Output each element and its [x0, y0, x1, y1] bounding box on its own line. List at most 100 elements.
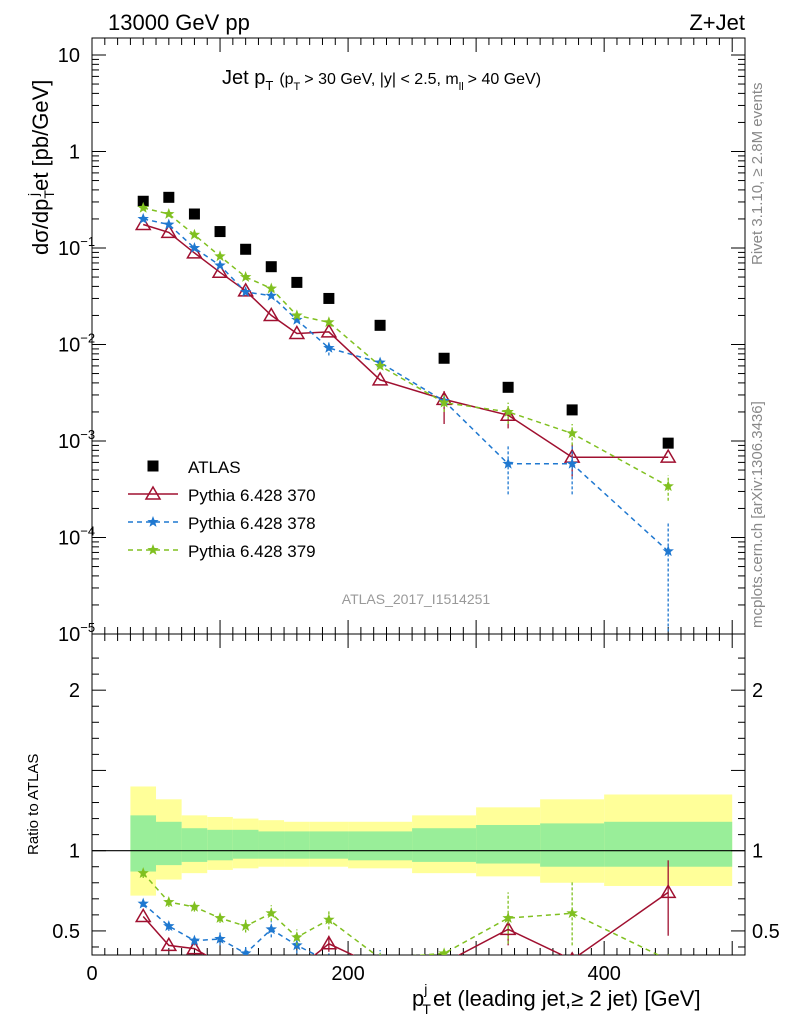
- ratio-point: [443, 954, 445, 955]
- green-band-bin: [130, 815, 157, 872]
- plot-title: Jet pT (pT > 30 GeV, |y| < 2.5, mll > 40 Ge…: [222, 67, 541, 93]
- y-axis-label-main: dσ/dpTjet [pb/GeV]: [25, 80, 57, 255]
- ratio-series-2: [137, 867, 669, 955]
- data-point: [160, 223, 178, 239]
- data-point: [237, 282, 254, 297]
- legend-marker: [147, 460, 159, 472]
- y-tick-label: 10−1: [58, 234, 95, 260]
- ratio-point: [214, 933, 226, 944]
- ratio-point: [291, 931, 303, 943]
- data-point: [137, 195, 149, 207]
- y-tick-label: 10−2: [58, 330, 95, 356]
- green-band-bin: [476, 824, 541, 864]
- data-point: [214, 250, 226, 262]
- data-point: [163, 191, 175, 203]
- ratio-point: [239, 959, 253, 971]
- data-point: [659, 448, 677, 463]
- x-axis-label: pj Tet (leading jet,≥ 2 jet) [GeV]: [412, 981, 701, 1017]
- ratio-point: [566, 907, 578, 919]
- ratio-panel: 0 200 400 0.5 0.5 1 1 2 2: [52, 633, 780, 985]
- data-point: [214, 226, 226, 238]
- ratio-point: [323, 913, 335, 925]
- ratio-series-0: [134, 860, 677, 971]
- data-point: [438, 396, 450, 408]
- data-point: [662, 437, 674, 449]
- data-point: [374, 359, 386, 371]
- ratio-frame: [91, 633, 746, 956]
- data-point: [662, 480, 674, 492]
- legend: ATLAS Pythia 6.428 370 Pythia 6.428 378 Pyt…: [128, 458, 316, 561]
- data-point: [188, 208, 200, 220]
- green-band-bin: [258, 831, 285, 859]
- data-point: [438, 352, 450, 364]
- ratio-point: [438, 973, 449, 984]
- data-point: [239, 271, 252, 282]
- series-0: [137, 191, 674, 449]
- data-point: [265, 282, 277, 294]
- ratio-y-tick-label: 1: [69, 841, 80, 863]
- data-point: [134, 216, 152, 231]
- ratio-point: [163, 920, 175, 931]
- legend-label: Pythia 6.428 370: [188, 486, 316, 505]
- ratio-bands: [130, 786, 733, 896]
- data-point: [499, 406, 517, 421]
- data-point: [188, 242, 201, 253]
- data-point: [323, 316, 335, 328]
- data-point: [323, 342, 335, 353]
- data-point: [502, 381, 514, 393]
- ratio-point: [502, 973, 513, 984]
- green-band-bin: [309, 831, 349, 859]
- data-point: [291, 276, 303, 288]
- data-point: [186, 244, 203, 259]
- series-2: [137, 212, 674, 634]
- legend-label: ATLAS: [188, 458, 241, 477]
- ratio-point: [137, 867, 149, 878]
- ratio-point: [134, 907, 152, 923]
- main-panel: 10 1 10−1 10−2 10−3 10−4 10−5: [58, 37, 746, 955]
- data-point: [566, 427, 578, 439]
- x-tick-label: 400: [587, 963, 620, 985]
- y-tick-label: 10−3: [58, 427, 95, 453]
- ratio-point: [379, 952, 382, 955]
- y-tick-label: 10−5: [58, 620, 95, 646]
- ratio-point: [320, 935, 338, 950]
- ratio-point: [438, 947, 450, 955]
- y-tick-label: 1: [69, 141, 80, 163]
- data-point: [262, 306, 280, 322]
- data-point: [137, 212, 149, 224]
- legend-label: Pythia 6.428 378: [188, 514, 316, 533]
- ratio-y-tick-label-right: 0.5: [752, 921, 780, 943]
- data-point: [288, 325, 306, 340]
- data-point: [163, 218, 175, 230]
- green-band-bin: [604, 821, 733, 867]
- green-band-bin: [232, 829, 259, 859]
- legend-marker: [147, 516, 159, 527]
- ratio-y-tick-label: 0.5: [52, 921, 80, 943]
- data-point: [374, 319, 386, 331]
- ratio-point: [188, 934, 201, 946]
- green-band-bin: [412, 828, 477, 862]
- ratio-point: [163, 896, 175, 907]
- y-axis-label-ratio: Ratio to ATLAS: [25, 754, 42, 855]
- rivet-label: Rivet 3.1.10, ≥ 2.8M events: [749, 83, 766, 266]
- header-left: 13000 GeV pp: [108, 10, 250, 35]
- data-point: [163, 208, 175, 219]
- data-point: [211, 263, 229, 279]
- ratio-point: [566, 973, 578, 984]
- legend-marker: [147, 544, 159, 555]
- data-point: [214, 259, 226, 271]
- data-point: [240, 243, 252, 255]
- legend-marker: [144, 485, 162, 500]
- data-point: [188, 228, 201, 240]
- data-point: [320, 323, 338, 338]
- ratio-point: [239, 920, 252, 931]
- ratio-point: [186, 940, 203, 955]
- ratio-point: [239, 947, 252, 955]
- ratio-point: [160, 936, 178, 952]
- x-tick-label: 0: [86, 963, 97, 985]
- green-band-bin: [181, 828, 208, 862]
- data-point: [291, 313, 303, 325]
- ratio-point: [219, 954, 221, 955]
- ratio-y-tick-label-right: 1: [752, 841, 763, 863]
